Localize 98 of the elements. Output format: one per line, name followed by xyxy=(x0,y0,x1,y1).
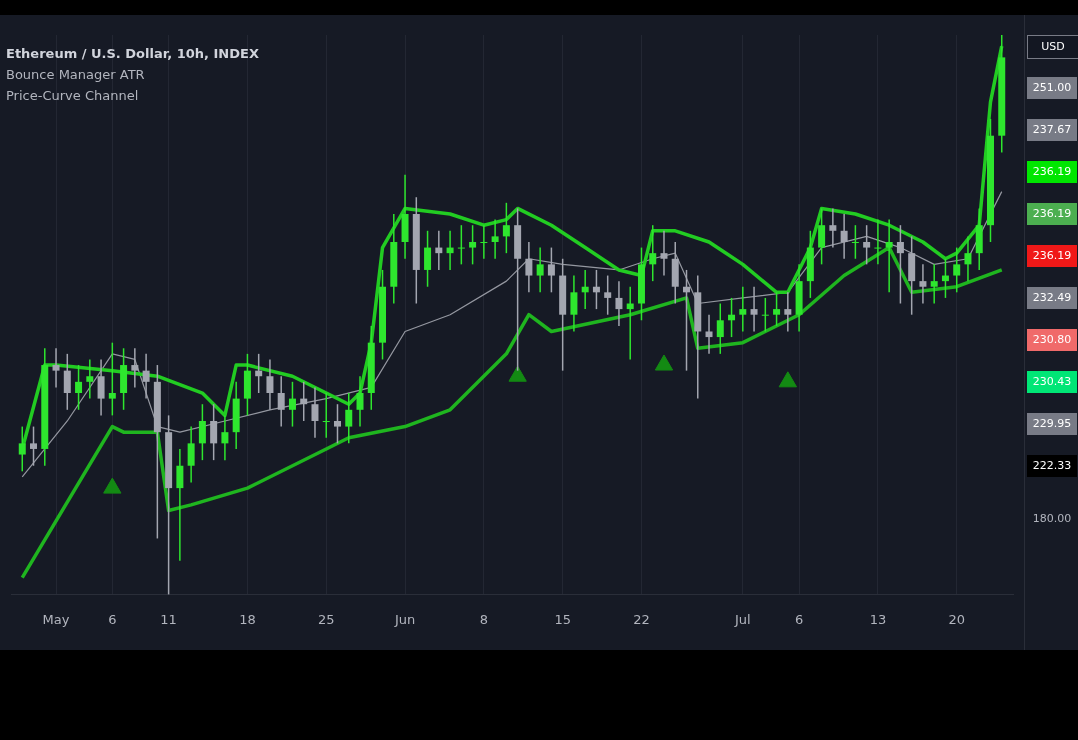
text: 180.00 xyxy=(1031,512,1073,525)
candlestick xyxy=(356,375,364,428)
candlestick xyxy=(761,297,769,333)
text: 229.95 xyxy=(1027,413,1077,435)
candlestick xyxy=(930,263,938,305)
candlestick xyxy=(581,269,589,310)
candlestick xyxy=(829,207,837,249)
candlestick xyxy=(277,375,285,428)
annotation: Bounce Manager ATR xyxy=(6,66,146,84)
candlestick xyxy=(683,269,691,372)
candlestick xyxy=(851,224,859,260)
text: 251.00 xyxy=(1027,77,1077,99)
candlestick xyxy=(885,218,893,294)
candlestick xyxy=(52,347,60,389)
x-tick-label: 6 xyxy=(794,611,804,627)
text: 230.80 xyxy=(1027,329,1077,351)
candlestick xyxy=(221,414,229,461)
candlestick xyxy=(705,313,713,355)
text: Ethereum / U.S. Dollar, 10h, INDEX xyxy=(6,45,259,63)
x-tick-label: Jun xyxy=(393,611,416,627)
candlestick xyxy=(750,285,758,333)
candlestick xyxy=(660,230,668,277)
candlestick xyxy=(446,230,454,271)
candlestick xyxy=(536,246,544,294)
candlestick xyxy=(964,235,972,282)
candlestick xyxy=(131,347,139,389)
candlestick xyxy=(75,364,83,411)
candlestick xyxy=(435,230,443,271)
candlestick xyxy=(345,392,353,445)
candlestick xyxy=(784,291,792,333)
candlestick xyxy=(874,218,882,266)
candlestick xyxy=(525,241,533,294)
candlestick xyxy=(649,224,657,282)
candlestick xyxy=(255,353,263,394)
candlestick xyxy=(491,218,499,260)
candlestick xyxy=(311,386,319,439)
candlestick xyxy=(18,425,26,473)
candlestick xyxy=(198,403,206,461)
candlestick xyxy=(592,269,600,310)
candlestick xyxy=(773,291,781,327)
text: 230.43 xyxy=(1027,371,1077,393)
candlestick xyxy=(187,425,195,484)
x-tick-label: 6 xyxy=(108,611,117,627)
x-tick-label: 18 xyxy=(239,611,256,627)
annotation: Price-Curve Channel xyxy=(6,87,140,105)
text: 222.33 xyxy=(1027,455,1077,477)
candlestick xyxy=(176,448,184,562)
candlestick xyxy=(322,392,330,439)
x-tick-label: 15 xyxy=(554,611,571,627)
text: 236.19 xyxy=(1027,161,1077,183)
candlestick xyxy=(716,302,724,355)
candlestick xyxy=(626,285,634,361)
candlestick xyxy=(142,353,150,400)
candlestick xyxy=(424,230,432,288)
point xyxy=(508,365,527,382)
candlestick xyxy=(863,224,871,266)
text: 236.19 xyxy=(1027,245,1077,267)
x-tick-label: Jul xyxy=(733,611,751,627)
candlestick xyxy=(30,425,38,467)
candlestick xyxy=(739,285,747,333)
point xyxy=(103,477,122,494)
point xyxy=(778,371,797,388)
candlestick xyxy=(210,403,218,461)
candlestick xyxy=(840,213,848,260)
text: USD xyxy=(1027,35,1078,59)
x-tick-label: 11 xyxy=(160,611,177,627)
candlestick xyxy=(457,224,465,266)
candlestick xyxy=(953,246,961,294)
candlestick xyxy=(615,280,623,327)
text: 237.67 xyxy=(1027,119,1077,141)
candlestick xyxy=(63,353,71,411)
candlestick xyxy=(502,202,510,254)
candlestick xyxy=(919,263,927,305)
x-tick-label: 13 xyxy=(869,611,887,627)
candlestick xyxy=(818,207,826,266)
text: 232.49 xyxy=(1027,287,1077,309)
candlestick xyxy=(300,381,308,422)
candlestick xyxy=(266,358,274,411)
candlestick xyxy=(941,258,949,299)
candlestick xyxy=(288,381,296,428)
candlestick xyxy=(86,358,94,400)
x-tick-label: 20 xyxy=(948,611,965,627)
candlestick xyxy=(97,358,105,417)
candlestick xyxy=(896,224,904,305)
candlestick xyxy=(728,297,736,338)
candlestick xyxy=(480,224,488,260)
x-tick-label: 25 xyxy=(317,611,335,627)
candlestick xyxy=(333,403,341,445)
x-tick-label: 22 xyxy=(633,611,650,627)
candlestick xyxy=(570,274,578,333)
candlestick xyxy=(547,246,555,294)
text: 236.19 xyxy=(1027,203,1077,225)
candlestick xyxy=(469,224,477,266)
candlestick xyxy=(108,341,116,417)
x-tick-label: May xyxy=(42,611,70,627)
candlestick xyxy=(604,274,612,316)
point xyxy=(654,354,674,371)
x-tick-label: 8 xyxy=(479,611,488,627)
